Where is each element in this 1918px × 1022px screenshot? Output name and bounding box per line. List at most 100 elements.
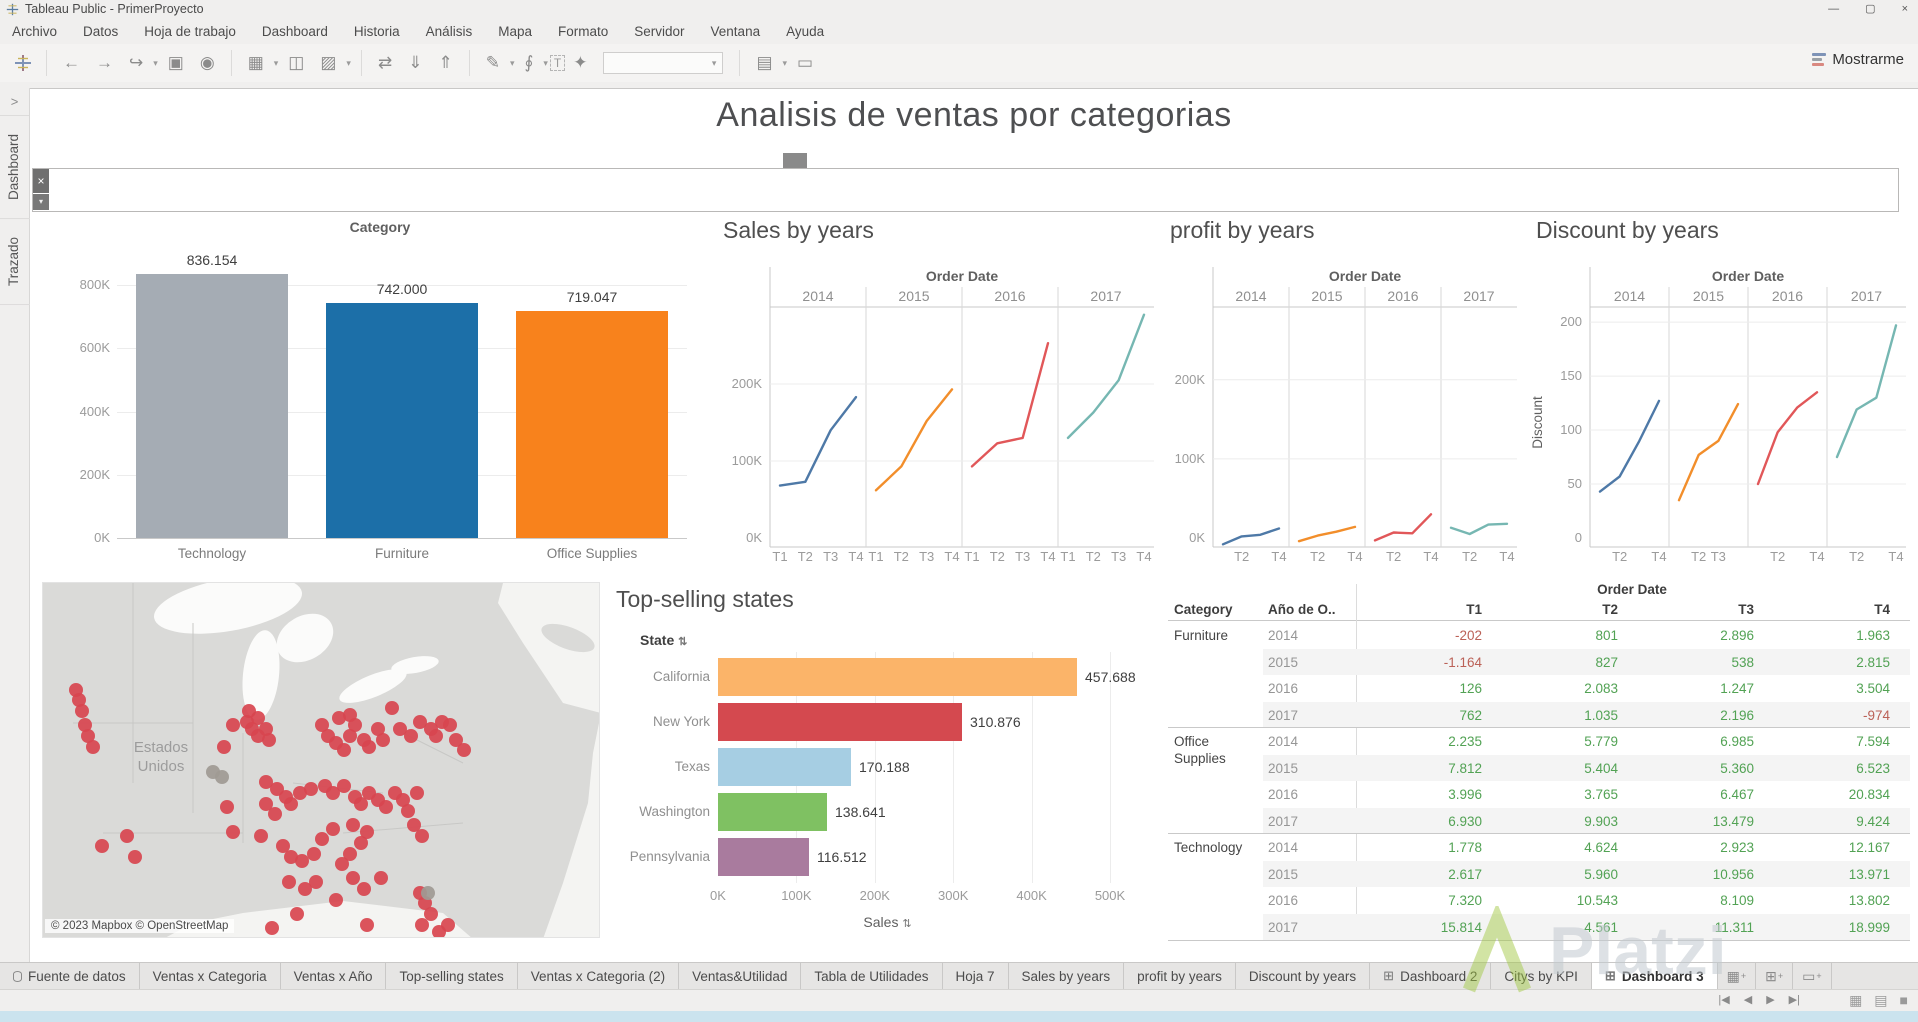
profit-value-cell[interactable]: 2.235 [1448,734,1482,749]
profit-value-cell[interactable]: 7.320 [1448,893,1482,908]
sales-map-dot[interactable] [376,733,390,747]
sales-map-dot[interactable] [396,793,410,807]
state-bar-texas[interactable] [718,748,851,786]
sales-map-dot[interactable] [276,839,290,853]
sheet-tab-ventas-x-categoria[interactable]: Ventas x Categoria [140,963,281,989]
profit-value-cell[interactable]: 12.167 [1848,840,1890,855]
sales-map-dot[interactable] [307,847,321,861]
sales-map-dot[interactable] [326,822,340,836]
menu-item-datos[interactable]: Datos [83,23,119,39]
sheet-tab-dashboard-2[interactable]: ⊞ Dashboard 2 [1370,963,1492,989]
sales-map-dot[interactable] [295,854,309,868]
highlight-caret-icon[interactable]: ▾ [509,57,515,68]
sales-map-dot[interactable] [86,740,100,754]
profit-value-cell[interactable]: 9.903 [1584,813,1618,829]
sheet-tab-profit-by-years[interactable]: profit by years [1124,963,1236,989]
profit-value-cell[interactable]: 5.404 [1584,760,1618,776]
sales-map-dot[interactable] [371,722,385,736]
object-move-handle[interactable] [783,153,807,169]
sales-map-dot[interactable] [424,907,438,921]
sales-map-dot[interactable] [242,704,256,718]
sales-map-dot[interactable] [410,786,424,800]
show-sheet-view-icon[interactable]: ■ [1899,992,1908,1008]
sales-map-dot[interactable] [337,779,351,793]
profit-value-cell[interactable]: 1.035 [1584,707,1618,723]
state-bar-pennsylvania[interactable] [718,838,809,876]
sales-map-dot[interactable] [309,875,323,889]
profit-value-cell[interactable]: 1.963 [1856,628,1890,643]
sales-map-dot[interactable] [226,718,240,732]
sales-map-dot[interactable] [374,871,388,885]
sales-map-dot[interactable] [407,818,421,832]
sales-map-dot[interactable] [315,832,329,846]
year-cell[interactable]: 2017 [1268,813,1299,829]
state-bar-new-york[interactable] [718,703,962,741]
sort-ascending-icon[interactable]: ⇓ [408,53,423,72]
sales-map-dot[interactable] [284,850,298,864]
sales-map-dot[interactable] [357,882,371,896]
series-line-2017[interactable] [1449,522,1509,536]
clear-sheet-icon[interactable]: ▨ [320,53,337,72]
sales-map-dot[interactable] [360,918,374,932]
sheet-tab-citys-by-kpi[interactable]: Citys by KPI [1491,963,1592,989]
sales-map-dot[interactable] [226,825,240,839]
profit-value-cell[interactable]: 2.083 [1584,681,1618,696]
profit-value-cell[interactable]: 5.360 [1720,760,1754,776]
fit-selector[interactable]: ▾ [603,52,724,74]
menu-item-ventana[interactable]: Ventana [710,23,761,39]
new-worksheet-button[interactable]: ▦ + [1718,963,1757,989]
state-bar-california[interactable] [718,658,1077,696]
filter-close-icon[interactable]: × [33,169,49,193]
sheet-tab-ventas-x-categoria-2-[interactable]: Ventas x Categoria (2) [518,963,680,989]
profit-value-cell[interactable]: 2.896 [1720,628,1754,643]
series-line-2014[interactable] [1221,527,1281,546]
sales-map-dot-gray[interactable] [215,770,229,784]
sales-map-dot[interactable] [332,711,346,725]
sales-map-dot[interactable] [346,818,360,832]
sidebar-expand-chevron-icon[interactable]: > [0,88,29,116]
sales-map-dot[interactable] [120,829,134,843]
sales-map-dot[interactable] [379,800,393,814]
profit-value-cell[interactable]: 3.504 [1856,681,1890,696]
add-datasource-icon[interactable]: ◉ [199,53,215,72]
menu-item-hoja-de-trabajo[interactable]: Hoja de trabajo [144,23,236,39]
sales-map-dot[interactable] [432,925,446,937]
sheet-tab-top-selling-states[interactable]: Top-selling states [386,963,518,989]
year-cell[interactable]: 2014 [1268,840,1299,855]
minimize-icon[interactable]: — [1828,3,1840,15]
menu-item-mapa[interactable]: Mapa [498,23,532,39]
profit-value-cell[interactable]: 13.971 [1848,866,1890,882]
profit-value-cell[interactable]: 3.765 [1584,787,1618,802]
profit-value-cell[interactable]: 2.196 [1720,707,1754,723]
sales-map[interactable]: Estados Unidos © 2023 Mapbox © OpenStreetM… [42,582,600,938]
sales-map-dot[interactable] [265,921,279,935]
profit-value-cell[interactable]: 8.109 [1720,893,1754,908]
profit-value-cell[interactable]: 762 [1459,707,1482,723]
series-line-2017[interactable] [1066,313,1146,440]
profit-value-cell[interactable]: 13.479 [1712,813,1754,829]
profit-value-cell[interactable]: -1.164 [1443,654,1482,670]
sales-map-dot[interactable] [75,704,89,718]
profit-value-cell[interactable]: 5.779 [1584,734,1618,749]
profit-value-cell[interactable]: 9.424 [1856,813,1890,829]
sales-map-dot[interactable] [429,729,443,743]
menu-item-formato[interactable]: Formato [557,23,609,39]
profit-value-cell[interactable]: 2.815 [1856,654,1890,670]
filter-dropdown-icon[interactable]: ▾ [33,194,49,210]
sales-map-dot[interactable] [220,800,234,814]
series-line-2014[interactable] [1598,399,1661,493]
sort-descending-icon[interactable]: ⇑ [438,53,453,72]
sales-map-dot[interactable] [254,829,268,843]
year-cell[interactable]: 2015 [1268,760,1299,776]
profit-value-cell[interactable]: 20.834 [1848,787,1890,802]
profit-value-cell[interactable]: 538 [1731,654,1754,670]
sales-map-dot[interactable] [415,918,429,932]
menu-item-dashboard[interactable]: Dashboard [261,23,328,39]
year-cell[interactable]: 2017 [1268,707,1299,723]
sales-map-dot[interactable] [293,786,307,800]
profit-value-cell[interactable]: 6.985 [1720,734,1754,749]
sales-map-dot[interactable] [343,847,357,861]
sales-map-dot[interactable] [315,718,329,732]
sales-map-dot[interactable] [443,718,457,732]
group-members-icon[interactable]: ∮ [524,53,534,72]
